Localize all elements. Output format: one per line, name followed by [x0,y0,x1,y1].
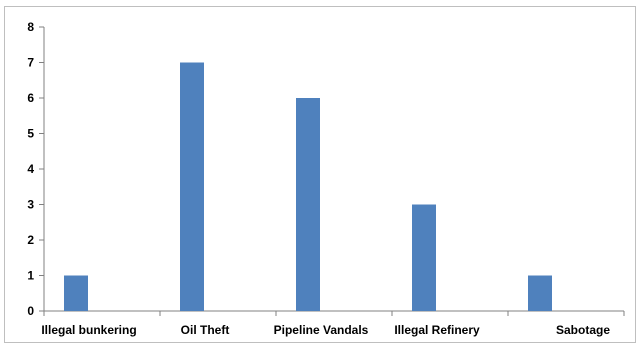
bars [64,62,552,311]
axes [43,27,625,316]
bar [528,275,552,311]
bar [180,62,204,311]
y-tick-label: 0 [27,304,34,318]
y-tick-label: 5 [27,127,34,141]
bar [296,98,320,311]
x-axis-labels: Illegal bunkering Oil Theft Pipeline Vanda… [41,323,610,337]
y-tick-label: 6 [27,91,34,105]
x-tick-label: Illegal bunkering [41,323,136,337]
x-tick-label: Pipeline Vandals [274,323,369,337]
x-tick-label: Illegal Refinery [394,323,480,337]
y-tick-label: 3 [27,198,34,212]
y-axis-ticks: 0 1 2 3 4 5 6 7 8 [27,20,44,318]
bar [412,204,436,311]
y-tick-label: 1 [27,269,34,283]
bar [64,275,88,311]
y-tick-label: 7 [27,56,34,70]
y-tick-label: 4 [27,162,34,176]
y-tick-label: 8 [27,20,34,34]
x-tick-label: Oil Theft [181,323,230,337]
y-tick-label: 2 [27,233,34,247]
x-tick-label: Sabotage [556,323,610,337]
